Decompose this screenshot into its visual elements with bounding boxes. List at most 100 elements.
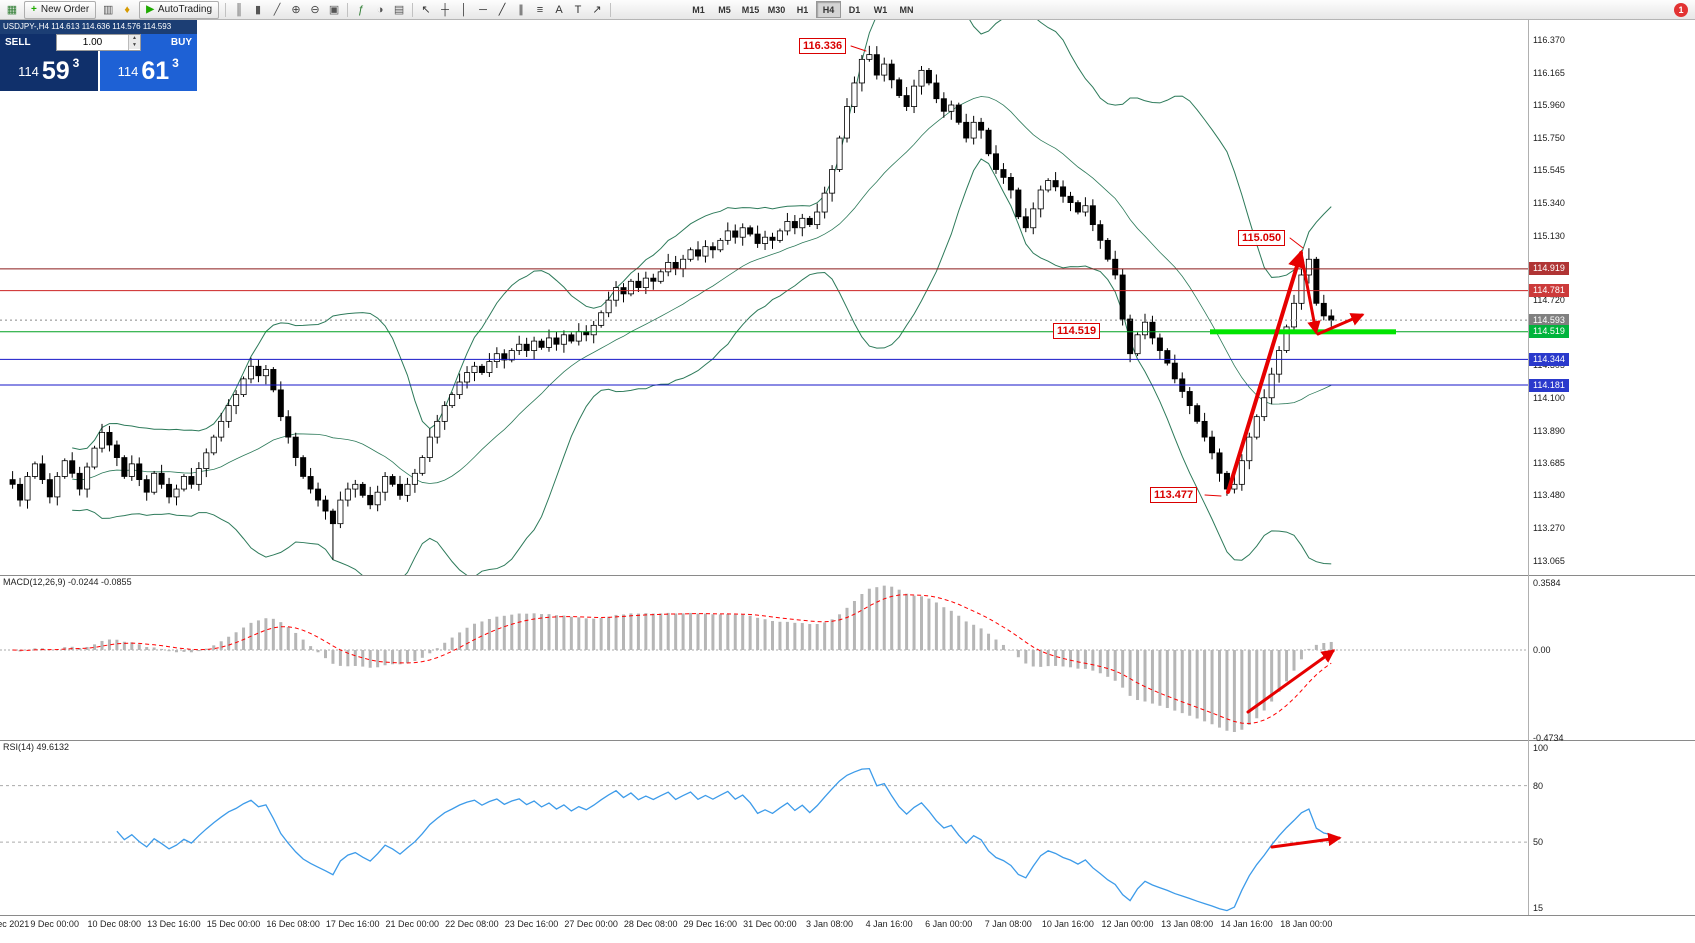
timeframe-H1[interactable]: H1 [796,4,809,15]
new-chart-icon[interactable]: ▦ [6,4,18,16]
tile-windows-icon[interactable]: ▣ [328,4,340,16]
price-axis-label: 115.960 [1533,99,1565,110]
price-tag-114.344: 114.344 [1529,352,1569,366]
timeframe-M5[interactable]: M5 [718,4,731,15]
volume-stepper[interactable]: 1.00 ▲ ▼ [56,34,141,51]
rsi-scale-label: 100 [1533,743,1549,753]
horizontal-line-icon[interactable]: ─ [479,3,487,16]
timeframe-W1[interactable]: W1 [873,4,888,15]
vertical-line-icon[interactable]: │ [460,3,468,16]
time-axis-label: 22 Dec 08:00 [445,919,499,929]
text-icon[interactable]: A [555,3,563,16]
macd-scale-label: 0.3584 [1533,578,1561,589]
sell-price-main: 114 [18,63,39,79]
volume-up-icon[interactable]: ▲ [129,35,140,42]
buy-button[interactable]: BUY [141,34,197,51]
time-axis-label: 6 Jan 00:00 [925,919,973,929]
price-axis[interactable]: 116.370 116.165 115.960 115.750 115.545 115.3… [1529,20,1695,916]
price-axis-label: 114.100 [1533,392,1565,403]
price-axis-label: 115.750 [1533,133,1565,144]
sell-button[interactable]: SELL [0,34,56,51]
price-axis-label: 113.480 [1533,490,1565,501]
arrows-tool-icon[interactable]: ↗ [592,4,602,16]
price-axis-label: 116.370 [1533,35,1565,46]
price-axis-label: 115.130 [1533,230,1565,241]
timeframe-MN[interactable]: MN [899,4,914,15]
price-label-116336[interactable]: 116.336 [799,38,847,54]
time-axis-label: 13 Jan 08:00 [1161,919,1214,929]
sell-price-sup: 3 [72,56,80,70]
volume-value[interactable]: 1.00 [82,37,103,48]
cursor-icon[interactable]: ↖ [421,4,431,16]
price-axis-label: 113.270 [1533,523,1565,534]
time-axis-label: 16 Dec 08:00 [266,919,320,929]
bar-chart-icon[interactable]: ║ [235,3,243,16]
toolbar-separator [412,2,414,17]
time-axis-label: 17 Dec 16:00 [325,919,380,929]
zoom-out-icon[interactable]: ⊖ [310,4,320,16]
macd-scale-label: 0.00 [1533,645,1551,655]
time-axis-label: 21 Dec 00:00 [385,919,440,929]
autotrading-button-label: AutoTrading [157,4,213,15]
price-tag-114.781: 114.781 [1529,284,1569,298]
templates-icon[interactable]: ▤ [393,4,405,16]
chart-profiles-icon[interactable]: ▥ [103,4,114,16]
toolbar-separator [347,2,349,17]
macd-scale-label: -0.4734 [1533,733,1564,744]
favorites-icon[interactable]: ♦ [124,3,131,16]
time-axis-label: 23 Dec 16:00 [504,919,559,929]
time-axis-label: 31 Dec 00:00 [743,919,797,929]
time-axis-label: 10 Jan 16:00 [1041,919,1094,929]
new-order-button[interactable]: + New Order [24,0,97,19]
price-tag-114.919: 114.919 [1529,262,1569,276]
price-label-114519[interactable]: 114.519 [1053,323,1101,339]
price-axis-label: 116.165 [1533,67,1565,78]
rsi-pane [0,767,1529,912]
time-axis-label: 7 Jan 08:00 [984,919,1032,929]
timeframe-D1[interactable]: D1 [848,4,861,15]
macd-pane [0,585,1529,732]
fibonacci-icon[interactable]: ≡ [536,3,544,16]
chart-symbol: USDJPY-,H4 [3,22,49,31]
timeframe-M30[interactable]: M30 [767,4,786,15]
chart-ohlc: 114.613 114.636 114.576 114.593 [51,22,172,31]
chart-title-bar[interactable]: USDJPY-,H4 114.613 114.636 114.576 114.5… [0,20,197,34]
time-axis-label: 3 Jan 08:00 [805,919,854,929]
line-chart-icon[interactable]: ╱ [273,4,281,16]
zoom-in-icon[interactable]: ⊕ [291,4,301,16]
buy-price-big: 61 [141,56,170,85]
equidistant-channel-icon[interactable]: ∥ [518,4,524,16]
price-axis-label: 115.340 [1533,197,1565,208]
support-highlight [1210,329,1396,335]
main-price-pane [0,20,1529,575]
price-axis-label: 114.720 [1533,295,1565,306]
crosshair-icon[interactable]: ┼ [441,3,449,16]
timeframe-M15[interactable]: M15 [741,4,760,15]
candlestick-chart-icon[interactable]: ▮ [254,4,262,16]
timeframe-M1[interactable]: M1 [692,4,705,15]
macd-indicator-label: MACD(12,26,9) -0.0244 -0.0855 [3,577,132,587]
price-label-113477[interactable]: 113.477 [1150,487,1198,503]
indicators-icon[interactable]: ƒ [357,3,365,16]
trendline-icon[interactable]: ╱ [498,4,506,16]
periods-icon[interactable]: ◑ [376,3,384,16]
time-axis-label: 12 Jan 00:00 [1101,919,1154,929]
buy-price[interactable]: 114 61 3 [97,51,197,91]
buy-price-sup: 3 [172,56,179,70]
autotrading-button[interactable]: ▶ AutoTrading [139,0,220,19]
price-tag-114.181: 114.181 [1529,378,1569,392]
text-label-icon[interactable]: T [574,3,582,16]
time-axis-label: 28 Dec 08:00 [623,919,678,929]
rsi-indicator-label: RSI(14) 49.6132 [3,742,70,752]
notification-badge[interactable]: 1 [1674,2,1688,17]
time-axis-label: 9 Dec 00:00 [30,919,79,929]
sell-price-big: 59 [41,56,70,85]
time-axis-label: 4 Jan 16:00 [865,919,913,929]
price-label-115050[interactable]: 115.050 [1238,230,1286,246]
sell-price[interactable]: 114 59 3 [0,51,98,91]
timeframe-H4[interactable]: H4 [816,1,842,18]
rsi-scale-label: 15 [1533,902,1544,913]
volume-down-icon[interactable]: ▼ [129,42,140,49]
